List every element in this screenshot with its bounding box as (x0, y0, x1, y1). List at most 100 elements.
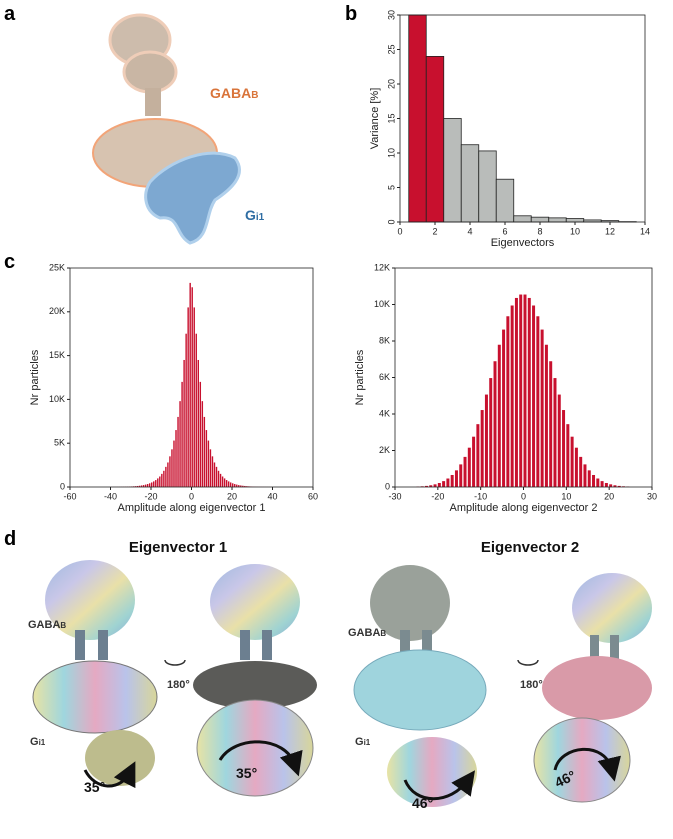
histogram-bar (514, 297, 518, 487)
histogram-bar (193, 307, 195, 487)
x-axis-title: Eigenvectors (491, 237, 555, 249)
histogram-bar (238, 485, 240, 487)
histogram-bar (167, 462, 169, 487)
y-tick-label: 25K (49, 262, 65, 272)
histogram-bar (540, 329, 544, 487)
histogram-bar (497, 344, 501, 487)
histogram-bar (244, 485, 246, 487)
histogram-bar (242, 485, 244, 487)
x-tick-label: -40 (104, 491, 117, 501)
histogram-bar (203, 416, 206, 487)
y-axis-title: Variance [%] (369, 88, 381, 150)
x-tick-label: 40 (267, 491, 277, 501)
histogram-bar (181, 381, 183, 487)
histogram-bar (144, 484, 147, 487)
histogram-bar (454, 470, 458, 487)
histogram-bar (587, 470, 591, 487)
histogram-bar (553, 378, 557, 487)
y-tick-label: 20 (386, 79, 396, 89)
histogram-bar (583, 464, 587, 487)
label-text: GABA (348, 627, 380, 639)
panel-label: c (4, 251, 15, 273)
histogram-bar (211, 456, 214, 487)
histogram-bar (179, 401, 181, 487)
histogram-bar (227, 481, 230, 487)
histogram-bar (506, 316, 510, 487)
histogram-bar (574, 447, 578, 487)
histogram-bar (201, 401, 204, 487)
histogram-bar (215, 466, 218, 487)
histogram-bar (446, 478, 450, 487)
gaba-label: GABAB (28, 619, 66, 631)
x-tick-label: 6 (502, 226, 507, 236)
histogram-bar (600, 481, 604, 487)
histogram-bar (604, 483, 608, 487)
y-tick-label: 5K (54, 438, 65, 448)
y-axis-title: Nr particles (354, 349, 366, 405)
histogram-bar (197, 359, 199, 487)
y-tick-label: 2K (379, 445, 390, 455)
histogram-bar (219, 473, 222, 487)
y-tick-label: 10K (49, 394, 65, 404)
histogram-bar (189, 282, 191, 487)
histogram-bar (459, 464, 463, 487)
label-text: G (245, 207, 256, 223)
gi-label: Gi1 (355, 736, 371, 748)
histogram-bar (185, 333, 187, 487)
histogram-bar (223, 478, 226, 487)
histogram-bar (199, 381, 202, 487)
histogram-bar (217, 470, 220, 487)
y-tick-label: 20K (49, 306, 65, 316)
histogram-bar (437, 483, 441, 487)
histogram-bar (609, 484, 613, 487)
histogram-bar (229, 482, 232, 487)
y-tick-label: 8K (379, 335, 390, 345)
x-tick-label: 12 (605, 226, 615, 236)
histogram-bar (146, 484, 149, 487)
y-tick-label: 10 (386, 148, 396, 158)
angle-label: 35° (236, 765, 257, 781)
panel-label: b (345, 3, 357, 25)
density-map-a (92, 13, 241, 245)
histogram-bar (236, 484, 238, 487)
x-tick-label: -20 (431, 491, 444, 501)
x-axis-title: Amplitude along eigenvector 1 (118, 502, 266, 514)
histogram-bar (148, 483, 151, 487)
histogram-bar (510, 305, 514, 487)
histogram-bar (463, 456, 467, 487)
histogram-bar (484, 394, 488, 487)
x-tick-label: 10 (561, 491, 571, 501)
x-tick-label: 0 (521, 491, 526, 501)
label-sub: i1 (256, 212, 265, 223)
x-tick-label: 10 (570, 226, 580, 236)
label-sub: i1 (364, 738, 371, 747)
x-tick-label: 0 (397, 226, 402, 236)
x-tick-label: 0 (189, 491, 194, 501)
gi-label: Gi1 (245, 207, 265, 223)
histogram-bar (557, 394, 561, 487)
histogram-bar (134, 486, 137, 487)
histogram-bar (579, 456, 583, 487)
histogram-bar (424, 485, 428, 487)
label-text: GABA (28, 619, 60, 631)
x-tick-label: 20 (604, 491, 614, 501)
histogram-bar (232, 483, 234, 487)
histogram-bar (142, 485, 145, 487)
x-tick-label: 14 (640, 226, 650, 236)
histogram-bar (173, 440, 175, 487)
histogram-bar (205, 430, 208, 487)
histogram-bar (532, 305, 536, 487)
histogram-bar (472, 436, 476, 487)
label-sub: B (60, 621, 66, 630)
bar (495, 178, 515, 223)
bar (460, 144, 480, 223)
bar (513, 215, 532, 223)
histogram-bar (502, 329, 506, 487)
bar (548, 217, 567, 223)
histogram-bar (225, 480, 228, 487)
histogram-bar (246, 486, 248, 487)
histogram-bar (138, 485, 141, 487)
x-tick-label: 2 (432, 226, 437, 236)
y-tick-label: 0 (386, 219, 396, 224)
